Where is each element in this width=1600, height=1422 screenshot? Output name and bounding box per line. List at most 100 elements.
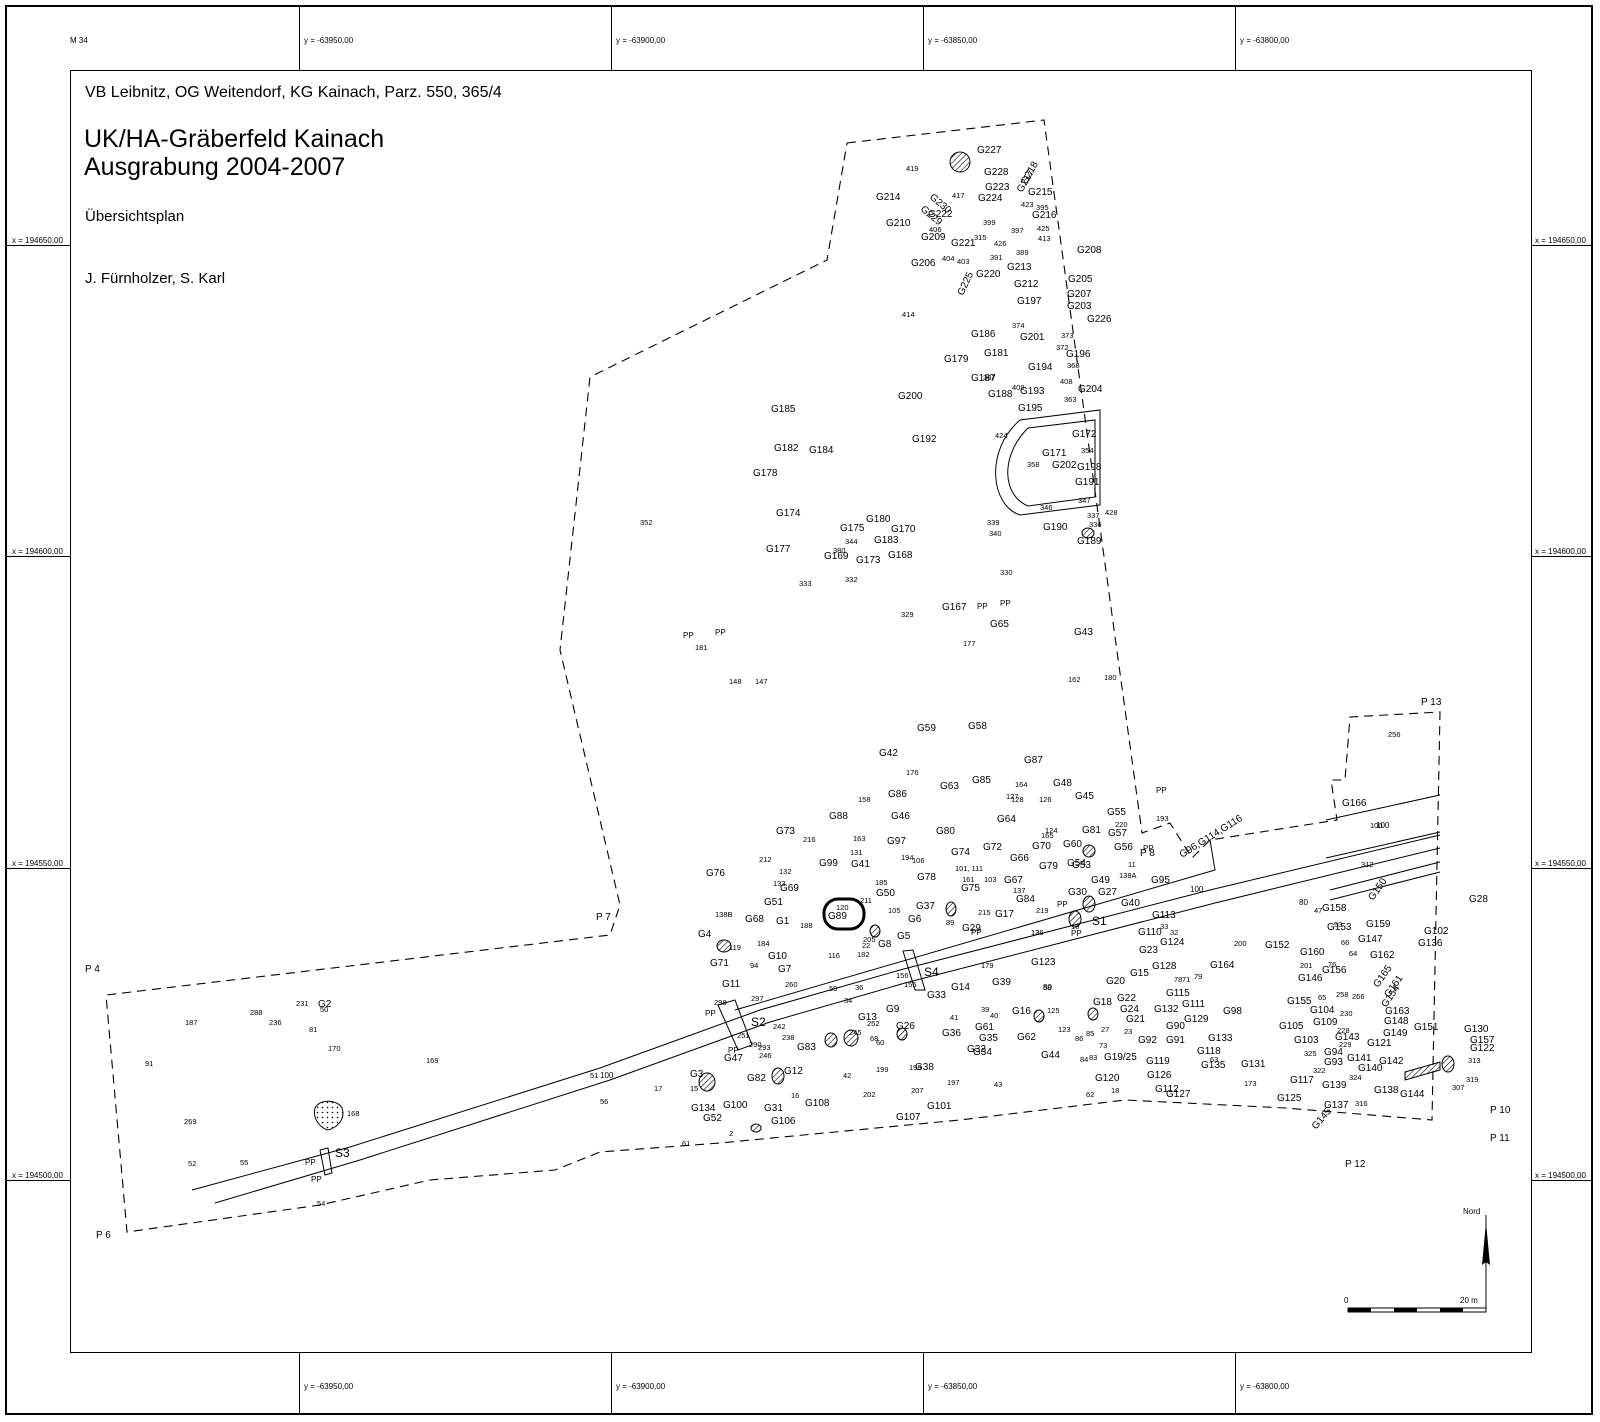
feature-label: 155 <box>904 980 917 989</box>
grave-label: G49 <box>1091 875 1110 886</box>
feature-label: 252 <box>867 1019 880 1028</box>
feature-label: 188 <box>800 921 813 930</box>
ring-ditch <box>995 409 1101 516</box>
x-coord-left-2: x = 194600,00 <box>12 547 63 556</box>
grave-label: G125 <box>1277 1093 1302 1104</box>
feature-label: 373 <box>1061 331 1074 340</box>
feature-label: 63 <box>1210 1055 1218 1064</box>
grave-label: G27 <box>1098 887 1117 898</box>
feature-label: 126 <box>1039 795 1052 804</box>
grave-label: G8 <box>878 939 892 950</box>
grave-label: G80 <box>936 826 955 837</box>
grave-label: G227 <box>977 145 1002 156</box>
feature-label: 170 <box>328 1044 341 1053</box>
feature-label: 184 <box>757 939 770 948</box>
feature-label: 312 <box>1361 860 1374 869</box>
x-coord-left-4: x = 194500,00 <box>12 1171 63 1180</box>
grave-label: G193 <box>1020 386 1045 397</box>
pp-label: PP <box>305 1158 316 1167</box>
trench-ne <box>1325 794 1441 821</box>
grave-label: G167 <box>942 602 967 613</box>
feature-label: 41 <box>950 1013 958 1022</box>
grave-label: G173 <box>856 555 881 566</box>
grave-label: G4 <box>698 929 712 940</box>
feature-label: 319 <box>1466 1075 1479 1084</box>
grave-label: G169 <box>824 551 849 562</box>
feature-label: 297 <box>751 994 764 1003</box>
feature-label: 298 <box>714 998 727 1007</box>
section-label: S2 <box>751 1015 766 1029</box>
feature-label: 260 <box>785 980 798 989</box>
grave-label: G115 <box>1166 988 1190 999</box>
grave-label: G83 <box>797 1042 816 1053</box>
feature-label: 346 <box>1040 503 1053 512</box>
feature-label: 54 <box>317 1199 325 1208</box>
feature-label: 165 <box>1041 831 1054 840</box>
feature-label: 251 <box>737 1031 750 1040</box>
feature-label: 127 <box>1006 792 1019 801</box>
x-coord-right-1: x = 194650,00 <box>1535 236 1586 245</box>
feature-label: 358 <box>1027 460 1040 469</box>
grave-label: G228 <box>984 167 1009 178</box>
grave-label: G182 <box>774 443 799 454</box>
feature-label: 136 <box>1031 928 1044 937</box>
grave-label: G103 <box>1294 1035 1319 1046</box>
y-coord-bottom-2: y = -63900,00 <box>616 1382 666 1391</box>
feature-label: 242 <box>773 1022 786 1031</box>
feature-label: 336 <box>1089 520 1102 529</box>
grave-label: G31 <box>764 1103 783 1114</box>
feature-label: 105 <box>888 906 901 915</box>
feature-label: 185 <box>875 878 888 887</box>
plan-subtitle: Übersichtsplan <box>85 208 185 225</box>
feature-label: 179 <box>981 961 994 970</box>
feature-label: 322 <box>1313 1066 1326 1075</box>
grave-label: G195 <box>1018 403 1043 414</box>
feature-label: 85 <box>1086 1029 1094 1038</box>
pp-label: PP <box>1057 900 1068 909</box>
feature-label: 228 <box>1337 1026 1350 1035</box>
grave-label: G190 <box>1043 522 1068 533</box>
y-coord-top-2: y = -63900,00 <box>616 36 666 45</box>
excavation-boundary <box>105 119 1441 1233</box>
feature-label: 164 <box>1015 780 1028 789</box>
trench-label: 100 <box>1376 821 1390 830</box>
grave-label: G112 <box>1155 1084 1179 1095</box>
feature-label: 313 <box>1468 1056 1481 1065</box>
grave-label: G206 <box>911 258 936 269</box>
sheet-number: M 34 <box>70 36 88 45</box>
feature-label: 168 <box>347 1109 360 1118</box>
trench-s2 <box>717 999 753 1051</box>
section-label: S3 <box>335 1146 350 1160</box>
grave-label: G15 <box>1130 968 1149 979</box>
feature-label: 372 <box>1056 343 1069 352</box>
point-label: P 7 <box>596 912 611 923</box>
grave-label: G70 <box>1032 841 1051 852</box>
grave-label: G139 <box>1322 1080 1347 1091</box>
grave-label: G97 <box>887 836 906 847</box>
grave-label: G156 <box>1322 965 1347 976</box>
north-arrow-icon <box>1482 1222 1490 1265</box>
feature-label: 56 <box>600 1097 608 1106</box>
feature-label: 194 <box>901 853 914 862</box>
feature-label: 197 <box>947 1078 960 1087</box>
grave-label: G159 <box>1366 919 1391 930</box>
feature-label: 332 <box>845 575 858 584</box>
grave-label: G124 <box>1160 937 1185 948</box>
feature-g227 <box>949 151 971 173</box>
feature-label: 78 <box>1174 975 1182 984</box>
grave-label: G53 <box>1072 860 1091 871</box>
grave-label: G84 <box>1016 894 1035 905</box>
grave-label: G192 <box>912 434 937 445</box>
feature-label: 199 <box>876 1065 889 1074</box>
feature-label: 158 <box>858 795 871 804</box>
grave-label: G85 <box>972 775 991 786</box>
grave-label: G172 <box>1072 429 1097 440</box>
feature-label: 53 <box>1334 920 1342 929</box>
trench-label: 100 <box>600 1071 614 1080</box>
feature-label: 269 <box>184 1117 197 1126</box>
grave-label: G33 <box>927 990 946 1001</box>
feature-label: 51 <box>590 1071 598 1080</box>
authors: J. Fürnholzer, S. Karl <box>85 270 226 287</box>
feature-label: 395 <box>1036 203 1049 212</box>
grave-label: G207 <box>1067 289 1092 300</box>
